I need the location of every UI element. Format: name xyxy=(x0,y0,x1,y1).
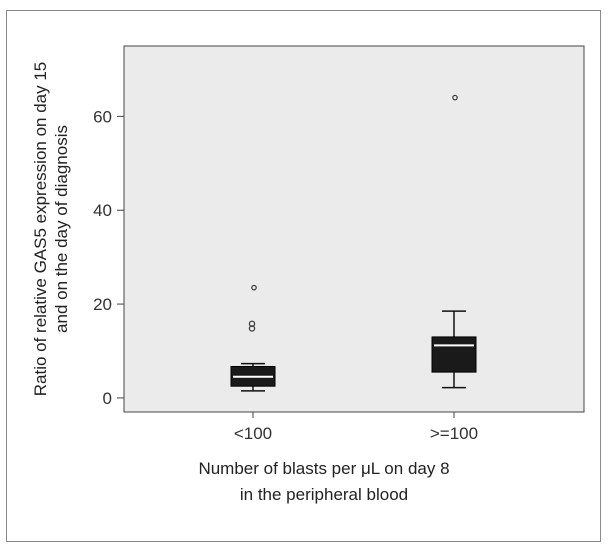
x-axis: <100 >=100 xyxy=(234,412,478,443)
y-tick-label: 0 xyxy=(103,389,112,408)
y-tick-label: 60 xyxy=(93,107,112,126)
extreme-point xyxy=(251,284,257,291)
extreme-point xyxy=(452,94,458,101)
iqr-box xyxy=(431,336,477,373)
plot-area xyxy=(123,45,585,413)
x-tick-label: <100 xyxy=(234,424,272,443)
x-axis-label-line-2: in the peripheral blood xyxy=(240,485,408,504)
x-axis-label-line-1: Number of blasts per μL on day 8 xyxy=(198,459,449,478)
y-tick-label: 20 xyxy=(93,295,112,314)
y-axis: 0 20 40 60 xyxy=(93,107,124,408)
box-1 xyxy=(230,284,276,392)
y-tick-label: 40 xyxy=(93,201,112,220)
y-axis-label-line-1: Ratio of relative GAS5 expression on day… xyxy=(31,62,50,397)
boxes-group xyxy=(230,94,477,392)
outlier-point xyxy=(248,320,256,327)
x-tick-label: >=100 xyxy=(430,424,478,443)
box-2 xyxy=(431,94,477,389)
y-axis-label-line-2: and on the day of diagnosis xyxy=(52,125,71,333)
